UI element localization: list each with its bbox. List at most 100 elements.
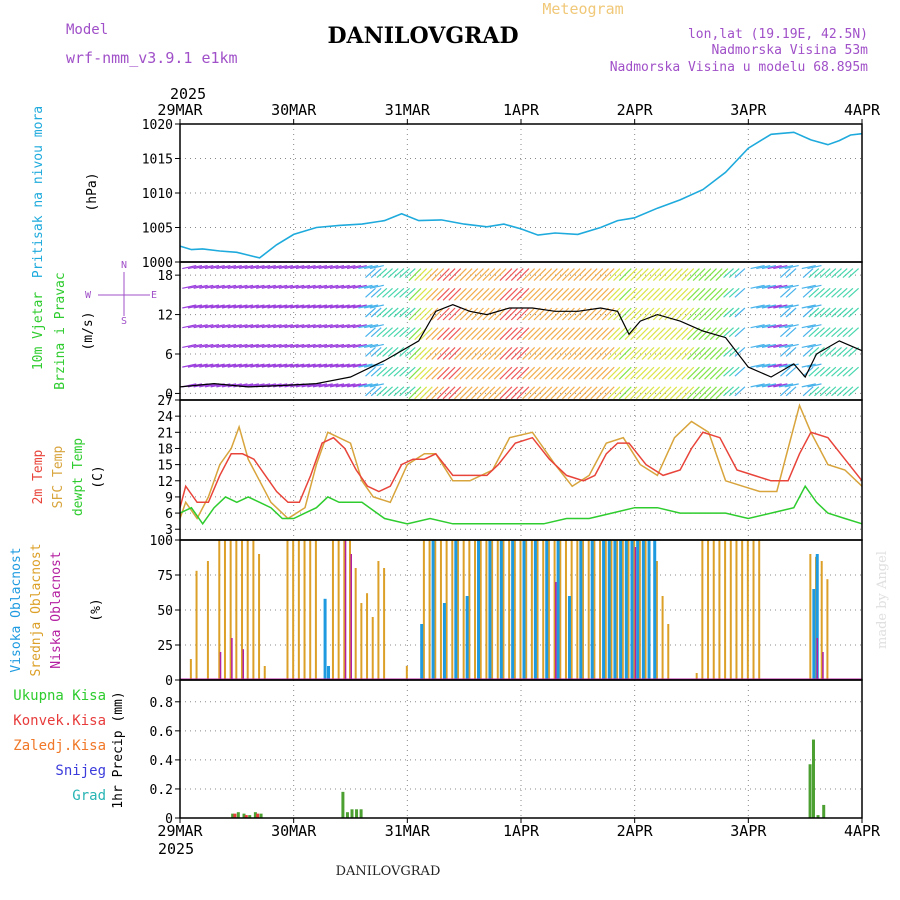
low-cloud-bar — [231, 638, 233, 680]
wind-barb — [801, 383, 816, 388]
mid-cloud-bar — [746, 540, 749, 680]
wind-barb — [669, 327, 683, 341]
wind-barb — [728, 307, 740, 318]
wind-barb — [801, 363, 816, 368]
wind-barb — [454, 386, 467, 400]
wind-barb — [848, 327, 859, 338]
high-cloud-bar — [556, 540, 560, 680]
wind-barb — [199, 324, 214, 329]
wind-barb — [382, 386, 393, 397]
wind-barb — [431, 287, 445, 301]
wind-barb — [607, 386, 621, 400]
wind-barb — [408, 386, 422, 400]
wind-barb — [807, 304, 822, 309]
wind-barb — [329, 284, 345, 289]
wind-barb — [465, 287, 479, 301]
mid-cloud-bar — [616, 540, 619, 680]
high-cloud-bar — [326, 666, 330, 680]
wind-barb — [459, 287, 473, 301]
wind-barb — [728, 366, 740, 377]
wind-barb — [393, 327, 405, 338]
wind-barb — [750, 383, 765, 388]
wind-ylabel-name: 10m Vjetar — [31, 292, 46, 370]
ytick-label: 12 — [157, 309, 173, 324]
wind-barb — [715, 268, 729, 281]
wind-barb — [539, 347, 553, 360]
wind-barb — [329, 383, 345, 388]
wind-barb — [221, 264, 237, 270]
wind-barb — [448, 366, 462, 380]
wind-barb — [750, 343, 765, 349]
wind-barb — [488, 386, 501, 400]
wind-barb — [365, 327, 376, 338]
wind-barb — [779, 346, 791, 357]
wind-barb — [596, 268, 609, 281]
mid-cloud-bar — [462, 540, 465, 680]
wind-barb — [687, 366, 700, 380]
wind-barb — [618, 268, 632, 281]
wind-barb — [767, 383, 782, 388]
wind-barb — [295, 264, 311, 270]
wind-barb — [734, 346, 746, 357]
high-cloud-bar — [454, 540, 458, 680]
wind-barb — [596, 386, 609, 400]
wind-barb — [499, 307, 513, 321]
mid-cloud-bar — [485, 540, 488, 680]
wind-barb — [210, 324, 225, 329]
wind-barb — [539, 366, 553, 380]
wind-barb — [687, 268, 700, 281]
wind-barb — [836, 327, 848, 338]
wind-barb — [516, 366, 530, 380]
high-cloud-bar — [533, 540, 537, 680]
wind-barb — [664, 327, 678, 341]
wind-barb — [399, 287, 411, 298]
wind-barb — [199, 264, 214, 270]
wind-barb — [635, 268, 649, 281]
wind-barb — [692, 287, 706, 301]
wind-barb — [567, 307, 581, 321]
wind-barb — [761, 383, 777, 388]
wind-barb — [808, 268, 820, 279]
mid-cloud-bar — [553, 540, 556, 680]
wind-barb — [216, 264, 231, 270]
lonlat-label: lon,lat (19.19E, 42.5N) — [688, 27, 868, 42]
temperature-ylabel-unit: (C) — [91, 465, 106, 488]
wind-barb — [767, 304, 782, 309]
wind-barb — [238, 304, 254, 309]
high-cloud-bar — [477, 540, 481, 680]
xtick-label-bottom: 3APR — [730, 822, 767, 840]
high-cloud-bar — [812, 589, 816, 680]
wind-barb-layer — [182, 264, 859, 400]
high-cloud-bar — [647, 540, 651, 680]
wind-barb — [370, 346, 382, 357]
wind-barb — [233, 363, 248, 368]
wind-barb — [750, 363, 765, 368]
total-precip-bar — [822, 804, 826, 818]
wind-barb — [335, 363, 350, 368]
wind-barb — [607, 327, 621, 341]
wind-barb — [681, 386, 695, 400]
wind-barb — [408, 327, 422, 341]
wind-barb — [267, 343, 282, 349]
wind-barb — [210, 304, 225, 309]
wind-barb — [431, 327, 445, 341]
wind-barb — [784, 383, 799, 388]
wind-barb — [848, 307, 859, 318]
wind-barb — [499, 366, 513, 380]
wind-barb — [669, 307, 683, 321]
wind-barb — [704, 347, 717, 360]
wind-barb — [734, 386, 746, 397]
wind-barb — [358, 343, 373, 349]
wind-barb — [505, 307, 519, 321]
wind-barb — [658, 327, 672, 341]
wind-barb — [358, 383, 373, 388]
wind-barb — [539, 287, 553, 301]
wind-barb — [358, 264, 373, 270]
wind-barb — [318, 304, 333, 309]
wind-barb — [312, 304, 328, 309]
mid-cloud-bar — [695, 673, 698, 680]
wind-barb — [419, 347, 433, 360]
wind-barb — [448, 287, 462, 301]
ytick-label: 21 — [157, 426, 173, 441]
high-cloud-ylabel: Visoka Oblacnost — [9, 547, 24, 672]
